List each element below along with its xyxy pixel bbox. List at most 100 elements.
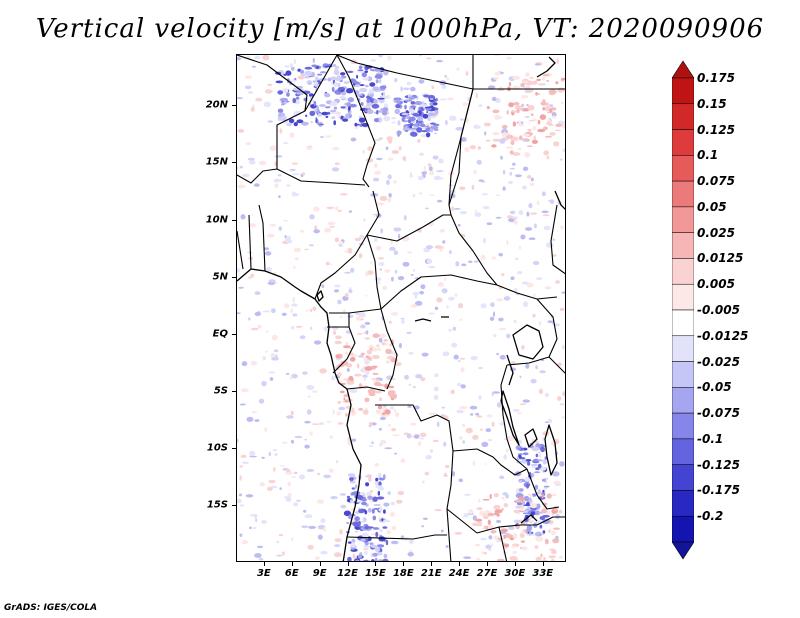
velocity-speckle — [379, 443, 382, 447]
velocity-speckle — [254, 55, 261, 60]
velocity-speckle — [366, 330, 369, 335]
velocity-speckle — [317, 123, 325, 126]
velocity-speckle — [469, 405, 478, 410]
velocity-speckle — [374, 118, 379, 123]
velocity-speckle — [555, 123, 563, 128]
velocity-speckle — [314, 556, 320, 560]
lat-tick-label: 5S — [213, 385, 228, 397]
velocity-speckle — [429, 170, 435, 176]
velocity-speckle — [377, 97, 385, 100]
velocity-speckle — [487, 524, 494, 530]
velocity-speckle — [384, 269, 391, 273]
velocity-speckle — [289, 132, 295, 138]
lon-tick-label: 6E — [284, 568, 299, 579]
velocity-speckle — [527, 505, 531, 509]
velocity-speckle — [378, 337, 383, 343]
velocity-speckle — [420, 284, 426, 290]
velocity-speckle — [340, 115, 344, 119]
velocity-speckle — [520, 234, 526, 240]
colorbar-segment — [672, 387, 694, 414]
velocity-speckle — [402, 127, 411, 132]
colorbar-segment — [672, 155, 694, 182]
velocity-speckle — [541, 559, 548, 561]
velocity-speckle — [526, 104, 529, 106]
velocity-speckle — [240, 214, 246, 220]
velocity-speckle — [559, 307, 565, 312]
velocity-speckle — [444, 464, 450, 469]
velocity-speckle — [290, 374, 293, 380]
velocity-speckle — [282, 219, 289, 222]
lat-tick-mark — [232, 162, 236, 164]
velocity-speckle — [422, 517, 428, 520]
velocity-speckle — [264, 247, 269, 251]
velocity-speckle — [505, 146, 514, 149]
velocity-speckle — [537, 488, 541, 495]
velocity-speckle — [248, 223, 257, 228]
velocity-speckle — [529, 182, 535, 187]
velocity-speckle — [542, 530, 546, 534]
velocity-speckle — [374, 463, 380, 467]
velocity-speckle — [242, 461, 249, 465]
velocity-speckle — [476, 507, 483, 511]
velocity-speckle — [346, 102, 351, 108]
velocity-speckle — [468, 508, 474, 515]
velocity-speckle — [373, 504, 382, 506]
velocity-speckle — [357, 332, 363, 335]
colorbar-segment — [672, 438, 694, 465]
velocity-speckle — [391, 121, 396, 124]
velocity-speckle — [248, 91, 253, 94]
velocity-speckle — [382, 285, 387, 291]
velocity-speckle — [436, 297, 443, 303]
velocity-speckle — [249, 450, 256, 457]
velocity-speckle — [291, 373, 298, 379]
velocity-speckle — [389, 246, 396, 251]
velocity-speckle — [553, 527, 560, 530]
velocity-speckle — [529, 517, 532, 520]
velocity-speckle — [557, 87, 565, 93]
coast-west-africa — [237, 268, 316, 300]
velocity-speckle — [319, 368, 327, 374]
velocity-speckle — [374, 557, 378, 561]
velocity-speckle — [432, 102, 438, 106]
lon-tick-label: 12E — [337, 568, 358, 579]
velocity-speckle — [512, 409, 520, 412]
velocity-speckle — [521, 103, 525, 107]
colorbar-label: 0.0125 — [697, 251, 744, 266]
velocity-speckle — [271, 308, 276, 314]
velocity-speckle — [303, 509, 307, 513]
velocity-speckle — [423, 165, 426, 171]
velocity-speckle — [289, 63, 293, 68]
velocity-speckle — [498, 327, 507, 331]
velocity-speckle — [445, 77, 450, 80]
velocity-speckle — [462, 440, 465, 444]
velocity-speckle — [247, 157, 255, 161]
velocity-speckle — [522, 80, 529, 83]
velocity-speckle — [448, 328, 452, 332]
velocity-speckle — [333, 69, 340, 76]
velocity-speckle — [407, 552, 414, 557]
velocity-speckle — [489, 316, 495, 321]
velocity-speckle — [366, 101, 373, 107]
lake-kivu — [506, 354, 514, 386]
velocity-speckle — [321, 111, 329, 116]
velocity-speckle — [369, 542, 374, 545]
velocity-speckle — [383, 103, 389, 109]
velocity-speckle — [346, 368, 350, 372]
velocity-speckle — [367, 146, 373, 151]
velocity-speckle — [506, 333, 511, 339]
velocity-speckle — [323, 326, 328, 332]
velocity-speckle — [347, 314, 354, 318]
lon-tick-label: 3E — [256, 568, 271, 579]
velocity-speckle — [430, 98, 434, 100]
velocity-speckle — [360, 324, 366, 329]
velocity-speckle — [495, 540, 502, 543]
velocity-speckle — [426, 258, 433, 264]
velocity-speckle — [355, 500, 363, 503]
colorbar-segments — [672, 77, 694, 543]
colorbar-label: 0.005 — [697, 277, 735, 292]
velocity-speckle — [522, 185, 528, 190]
velocity-speckle — [325, 135, 332, 138]
velocity-speckle — [480, 254, 486, 260]
velocity-speckle — [400, 458, 406, 463]
velocity-speckle — [331, 375, 336, 381]
